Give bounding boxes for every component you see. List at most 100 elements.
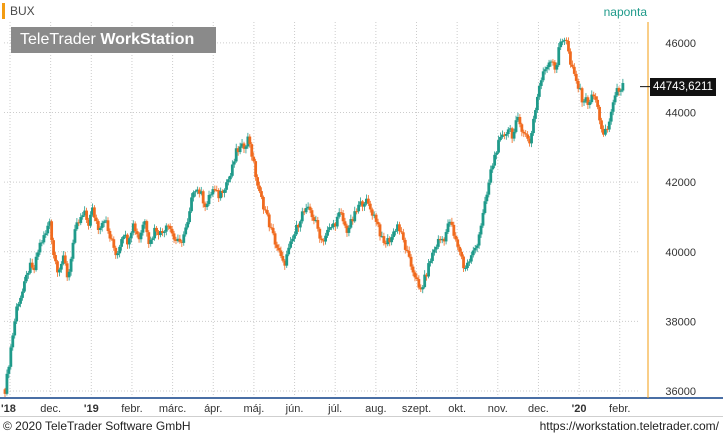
candle-body	[452, 224, 456, 236]
chart-gridlines	[4, 22, 640, 398]
candle-body	[141, 224, 145, 233]
y-tick-label: 40000	[665, 247, 696, 259]
candle-body	[63, 255, 67, 264]
candle-body	[23, 281, 26, 292]
candle-body	[584, 97, 588, 102]
candle-body	[322, 240, 326, 242]
candle-body	[139, 232, 143, 240]
candle-body	[13, 321, 17, 336]
candle-body	[174, 239, 178, 241]
candle-body	[194, 191, 197, 193]
candle-body	[296, 224, 300, 228]
candle-body	[483, 201, 487, 213]
x-tick-label: okt.	[448, 403, 466, 415]
candle-body	[413, 272, 417, 278]
candle-body	[619, 90, 623, 92]
candle-body	[186, 222, 190, 228]
candle-body	[227, 179, 230, 183]
candle-body	[559, 41, 563, 48]
candle-body	[176, 238, 180, 241]
candle-body	[26, 272, 30, 275]
candle-body	[399, 231, 403, 233]
candle-body	[442, 238, 446, 242]
candle-body	[535, 96, 539, 111]
candle-body	[168, 225, 172, 229]
x-tick-label: ápr.	[204, 403, 222, 415]
candle-body	[341, 212, 345, 222]
candle-body	[499, 136, 502, 141]
candle-body	[357, 204, 361, 212]
candle-body	[172, 233, 176, 240]
candle-body	[302, 211, 306, 213]
candle-body	[94, 217, 98, 222]
candle-body	[89, 214, 92, 226]
candle-body	[448, 221, 452, 224]
candle-body	[421, 287, 425, 290]
candle-body	[557, 47, 561, 66]
candle-body	[246, 136, 250, 147]
candle-body	[569, 51, 572, 65]
candle-body	[436, 238, 440, 247]
candle-body	[504, 134, 508, 136]
candle-body	[390, 237, 394, 243]
period-label: naponta	[603, 5, 647, 19]
candle-body	[491, 165, 495, 170]
candle-body	[50, 221, 54, 241]
candle-body	[258, 185, 261, 192]
candle-body	[567, 40, 570, 52]
candle-body	[19, 297, 22, 304]
candle-body	[236, 148, 240, 153]
candle-body	[102, 221, 106, 223]
candle-body	[85, 210, 89, 220]
candle-body	[162, 231, 166, 233]
candle-body	[409, 256, 413, 267]
candle-body	[188, 211, 191, 223]
candle-body	[582, 101, 586, 103]
candle-body	[565, 39, 568, 41]
candle-body	[386, 238, 390, 245]
x-tick-label: márc.	[159, 403, 187, 415]
candle-body	[263, 209, 267, 211]
candle-body	[118, 246, 122, 254]
candle-body	[370, 209, 374, 216]
candle-body	[147, 232, 151, 245]
footer-url-link[interactable]: https://workstation.teletrader.com/	[539, 419, 719, 433]
candle-body	[611, 102, 615, 112]
candle-body	[164, 225, 168, 232]
candle-body	[221, 190, 225, 193]
candle-body	[310, 210, 314, 218]
candle-body	[211, 189, 215, 195]
candle-body	[124, 234, 127, 237]
candle-body	[24, 274, 28, 282]
candle-body	[159, 231, 162, 236]
candle-body	[600, 120, 603, 130]
candle-body	[135, 231, 139, 235]
candle-body	[34, 256, 38, 271]
candle-body	[460, 251, 464, 257]
candle-body	[530, 133, 533, 144]
candle-body	[160, 231, 164, 233]
candle-body	[3, 389, 7, 394]
candle-body	[240, 143, 244, 147]
candle-body	[349, 219, 353, 228]
candle-body	[580, 88, 584, 103]
candle-body	[524, 133, 528, 135]
candle-body	[415, 277, 419, 280]
candle-body	[419, 287, 423, 290]
candle-body	[314, 220, 318, 222]
candle-body	[145, 221, 149, 233]
candle-body	[46, 225, 50, 234]
candle-body	[250, 144, 254, 157]
candle-body	[166, 225, 170, 227]
candle-body	[407, 250, 411, 257]
candle-body	[170, 228, 174, 234]
candle-body	[223, 189, 226, 193]
candle-body	[114, 247, 118, 256]
candle-body	[473, 247, 477, 251]
candle-body	[471, 250, 475, 256]
candle-body	[563, 39, 566, 42]
candle-body	[425, 274, 429, 277]
candle-body	[108, 230, 112, 239]
candle-body	[384, 242, 388, 245]
candle-body	[440, 238, 444, 241]
